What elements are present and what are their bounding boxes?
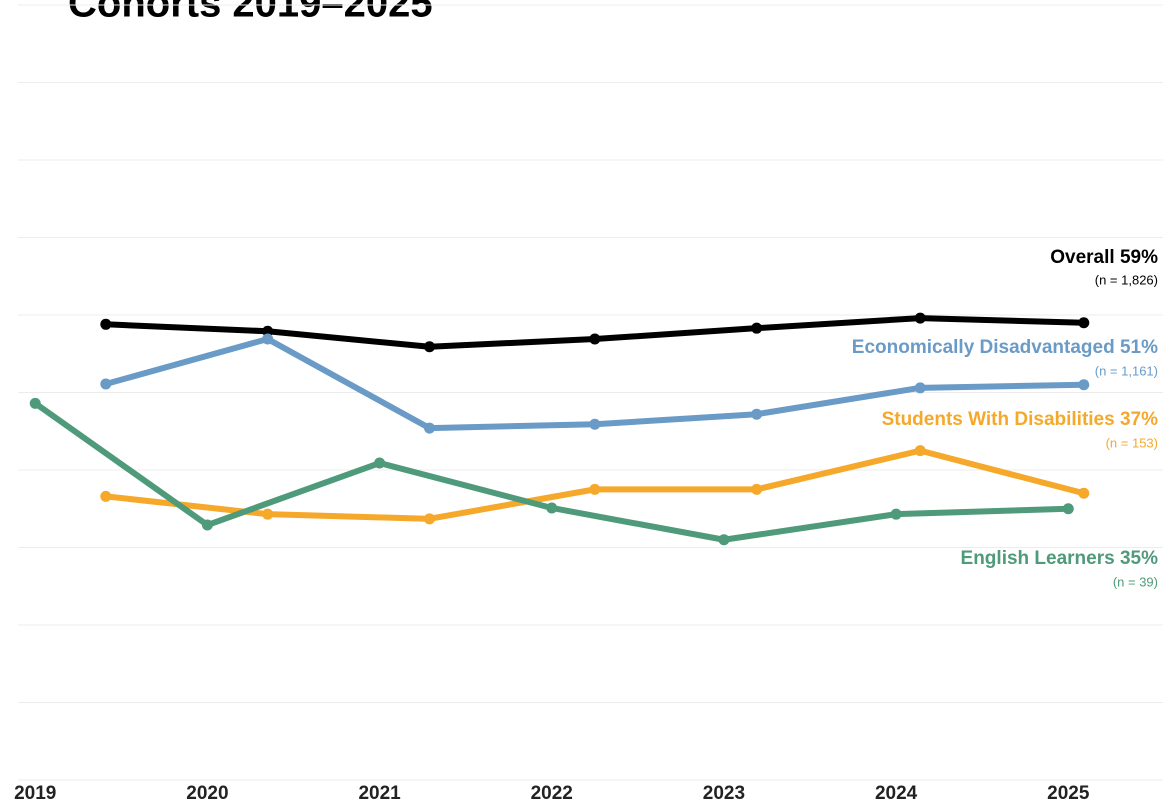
data-point [262,508,274,520]
data-point [424,513,436,525]
data-point [751,322,763,334]
data-point [1078,379,1090,391]
x-tick-label: 2021 [358,783,401,804]
data-point [1078,487,1090,499]
series-label: Students With Disabilities 37% [882,409,1159,430]
series-n-label: (n = 153) [1106,435,1158,450]
data-point [201,519,213,531]
series-n-label: (n = 1,161) [1095,363,1158,378]
data-point [589,333,601,345]
data-point [374,457,386,469]
data-point [100,318,112,330]
x-tick-label: 2024 [875,783,918,804]
series-label: Economically Disadvantaged 51% [852,337,1158,358]
data-point [718,534,730,546]
series-n-label: (n = 39) [1113,574,1158,589]
series-label: Overall 59% [1050,247,1158,268]
data-point [424,341,436,353]
x-tick-label: 2023 [703,783,745,804]
x-tick-label: 2022 [531,783,573,804]
x-tick-label: 2025 [1047,783,1090,804]
data-point [100,378,112,390]
data-point [914,382,926,394]
data-point [546,502,558,514]
data-point [751,483,763,495]
data-point [262,325,274,337]
x-tick-label: 2020 [186,783,228,804]
data-point [589,483,601,495]
data-point [1078,317,1090,329]
chart-title: Cohorts 2019–2025 [68,0,433,26]
x-tick-label: 2019 [14,783,56,804]
data-point [424,422,436,434]
data-point [890,508,902,520]
data-point [751,408,763,420]
data-point [100,490,112,502]
series-n-label: (n = 1,826) [1095,272,1158,287]
data-point [914,312,926,324]
data-point [1062,503,1074,515]
data-point [914,445,926,457]
data-point [262,333,274,345]
series-label: English Learners 35% [961,548,1159,569]
data-point [29,397,41,409]
data-point [589,418,601,430]
